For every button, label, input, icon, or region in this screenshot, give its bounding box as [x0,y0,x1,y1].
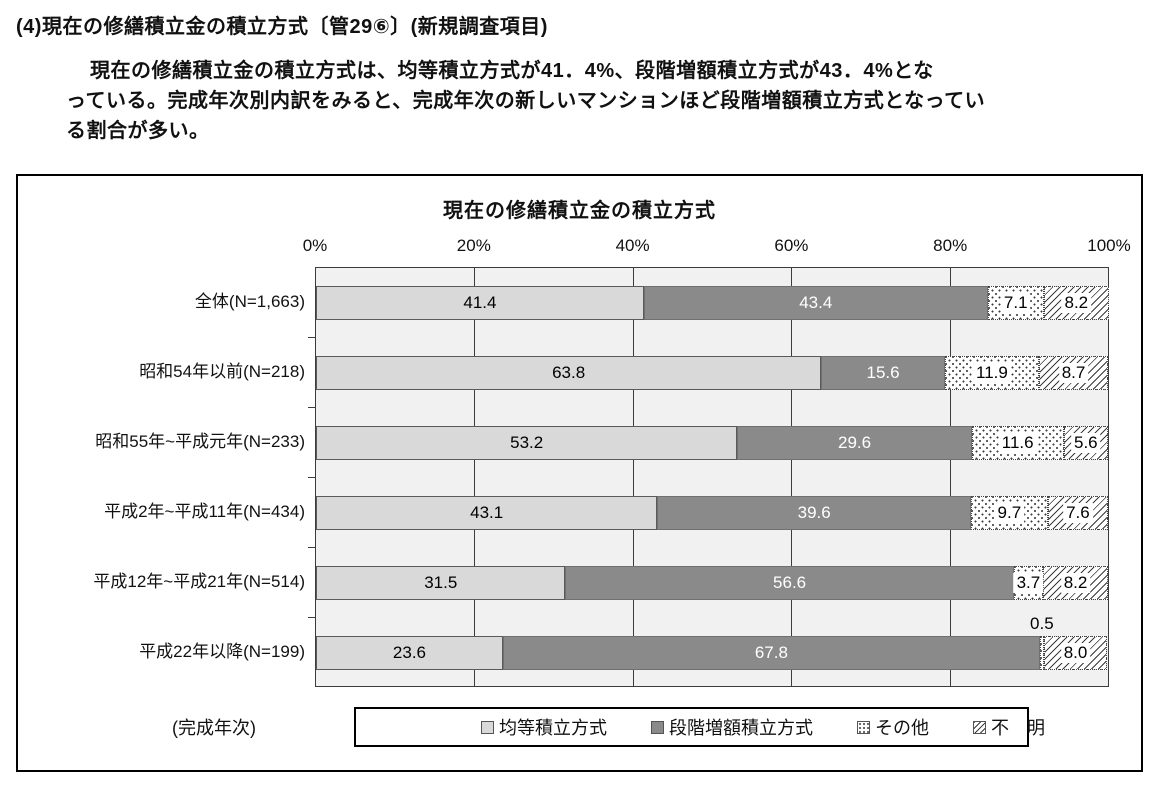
value-label: 11.6 [998,433,1037,453]
legend-item: その他 [857,714,929,740]
legend-label: 均等積立方式 [499,718,607,738]
legend-label: その他 [875,718,929,738]
x-axis-tick-label: 80% [933,236,968,255]
legend-item: 均等積立方式 [481,714,607,740]
x-axis-tick-label: 20% [456,236,491,255]
category-boundary-tick [308,337,316,338]
paragraph-line: 現在の修繕積立金の積立方式は、均等積立方式が41．4%、段階増額積立方式が43．… [90,60,934,82]
segment-equal: 23.6 [316,636,503,670]
segment-unknown: 8.2 [1043,566,1108,600]
category-label: 全体(N=1,663) [194,292,305,311]
value-label: 23.6 [392,643,426,662]
paragraph-line: っている。完成年次別内訳をみると、完成年次の新しいマンションほど段階増額積立方式… [66,90,986,112]
segment-stepped: 56.6 [565,566,1014,600]
segment-unknown: 8.0 [1043,636,1108,670]
gridline [791,268,793,686]
segment-unknown: 8.2 [1043,286,1109,320]
segment-other: 0.5 [1030,614,1054,670]
legend-swatch-equal [481,720,494,734]
chart-title: 現在の修繕積立金の積立方式 [443,200,716,222]
category-label: 昭和54年以前(N=218) [139,362,305,381]
legend-label: 不 明 [991,718,1045,738]
value-label: 56.6 [773,573,807,592]
bar-row: 41.4 43.4 7.1 8.2 [316,286,1109,320]
segment-other: 3.7 [1013,566,1044,600]
segment-other: 7.1 [987,286,1044,320]
legend-swatch-other [857,720,870,734]
segment-other: 11.9 [944,356,1040,390]
value-label: 5.6 [1070,433,1101,453]
value-label: 39.6 [797,503,831,522]
category-label: 平成12年~平成21年(N=514) [93,572,305,591]
value-label: 43.4 [799,293,833,312]
value-label: 53.2 [510,433,544,452]
value-label: 8.2 [1060,573,1091,593]
x-axis-tick-label: 60% [774,236,809,255]
value-label: 3.7 [1013,573,1044,593]
value-label: 29.6 [838,433,872,452]
paragraph-line: る割合が多い。 [66,120,210,142]
legend-swatch-stepped [651,720,664,734]
bar-row: 43.1 39.6 9.7 7.6 [316,496,1108,530]
segment-stepped: 43.4 [643,286,988,320]
value-label: 11.9 [973,363,1011,383]
legend-box: 均等積立方式 段階増額積立方式 その他 不 明 [354,707,1045,747]
value-label: 0.5 [1030,614,1054,633]
category-boundary-tick [308,477,316,478]
category-boundary-tick [308,617,316,618]
segment-equal: 53.2 [316,426,738,460]
segment-unknown: 8.7 [1039,356,1108,390]
segment-unknown: 5.6 [1063,426,1108,460]
bar-row: 63.8 15.6 11.9 8.7 [316,356,1108,390]
body-paragraph: 現在の修繕積立金の積立方式は、均等積立方式が41．4%、段階増額積立方式が43．… [66,56,1138,146]
value-label: 41.4 [463,293,497,312]
bar-row: 23.6 67.8 0.5 8.0 [316,614,1108,670]
segment-other: 11.6 [971,426,1064,460]
plot-area: 41.4 43.4 7.1 8.2 63.8 15.6 11.9 8.7 53.2 29.6 11.… [308,267,1109,687]
bar-row: 53.2 29.6 11.6 5.6 [316,426,1108,460]
axis-caption: (完成年次) [172,718,256,738]
gridline [632,268,634,686]
x-axis-tick-label: 0% [302,236,328,255]
page-heading: (4)現在の修繕積立金の積立方式〔管29⑥〕(新規調査項目) [16,16,548,38]
segment-equal: 43.1 [316,496,658,530]
segment-unknown: 7.6 [1047,496,1108,530]
segment-stepped: 15.6 [821,356,945,390]
category-boundary-tick [308,547,316,548]
bar-row: 31.5 56.6 3.7 8.2 [316,566,1108,600]
segment-equal: 41.4 [316,286,644,320]
x-axis-tick-label: 40% [615,236,650,255]
category-label: 昭和55年~平成元年(N=233) [95,432,305,451]
value-label: 8.2 [1061,293,1092,313]
value-label: 67.8 [754,643,788,662]
value-label: 31.5 [424,573,458,592]
segment-equal: 31.5 [316,566,566,600]
category-label: 平成22年以降(N=199) [139,642,305,661]
x-axis-tick-label: 100% [1087,236,1131,255]
gridline [949,268,951,686]
segment-equal: 63.8 [316,356,822,390]
value-label: 7.1 [1000,293,1031,313]
legend-swatch-unknown [973,720,986,734]
legend-label: 段階増額積立方式 [669,718,813,738]
legend-item: 不 明 [973,714,1045,740]
category-boundary-tick [308,407,316,408]
value-label: 15.6 [866,363,900,382]
segment-other: 9.7 [970,496,1048,530]
legend-item: 段階増額積立方式 [651,714,813,740]
gridline [474,268,476,686]
category-label: 平成2年~平成11年(N=434) [104,502,305,521]
chart-figure: 現在の修繕積立金の積立方式 0% 20% 40% 60% 80% 100% 全体(N=1,… [16,174,1143,772]
segment-stepped: 29.6 [737,426,972,460]
value-label: 7.6 [1063,503,1093,523]
value-label: 43.1 [470,503,504,522]
value-label: 63.8 [552,363,586,382]
segment-stepped: 67.8 [502,636,1040,670]
value-label: 9.7 [994,503,1025,523]
value-label: 8.7 [1058,363,1089,383]
segment-stepped: 39.6 [657,496,971,530]
value-label: 8.0 [1060,643,1091,663]
